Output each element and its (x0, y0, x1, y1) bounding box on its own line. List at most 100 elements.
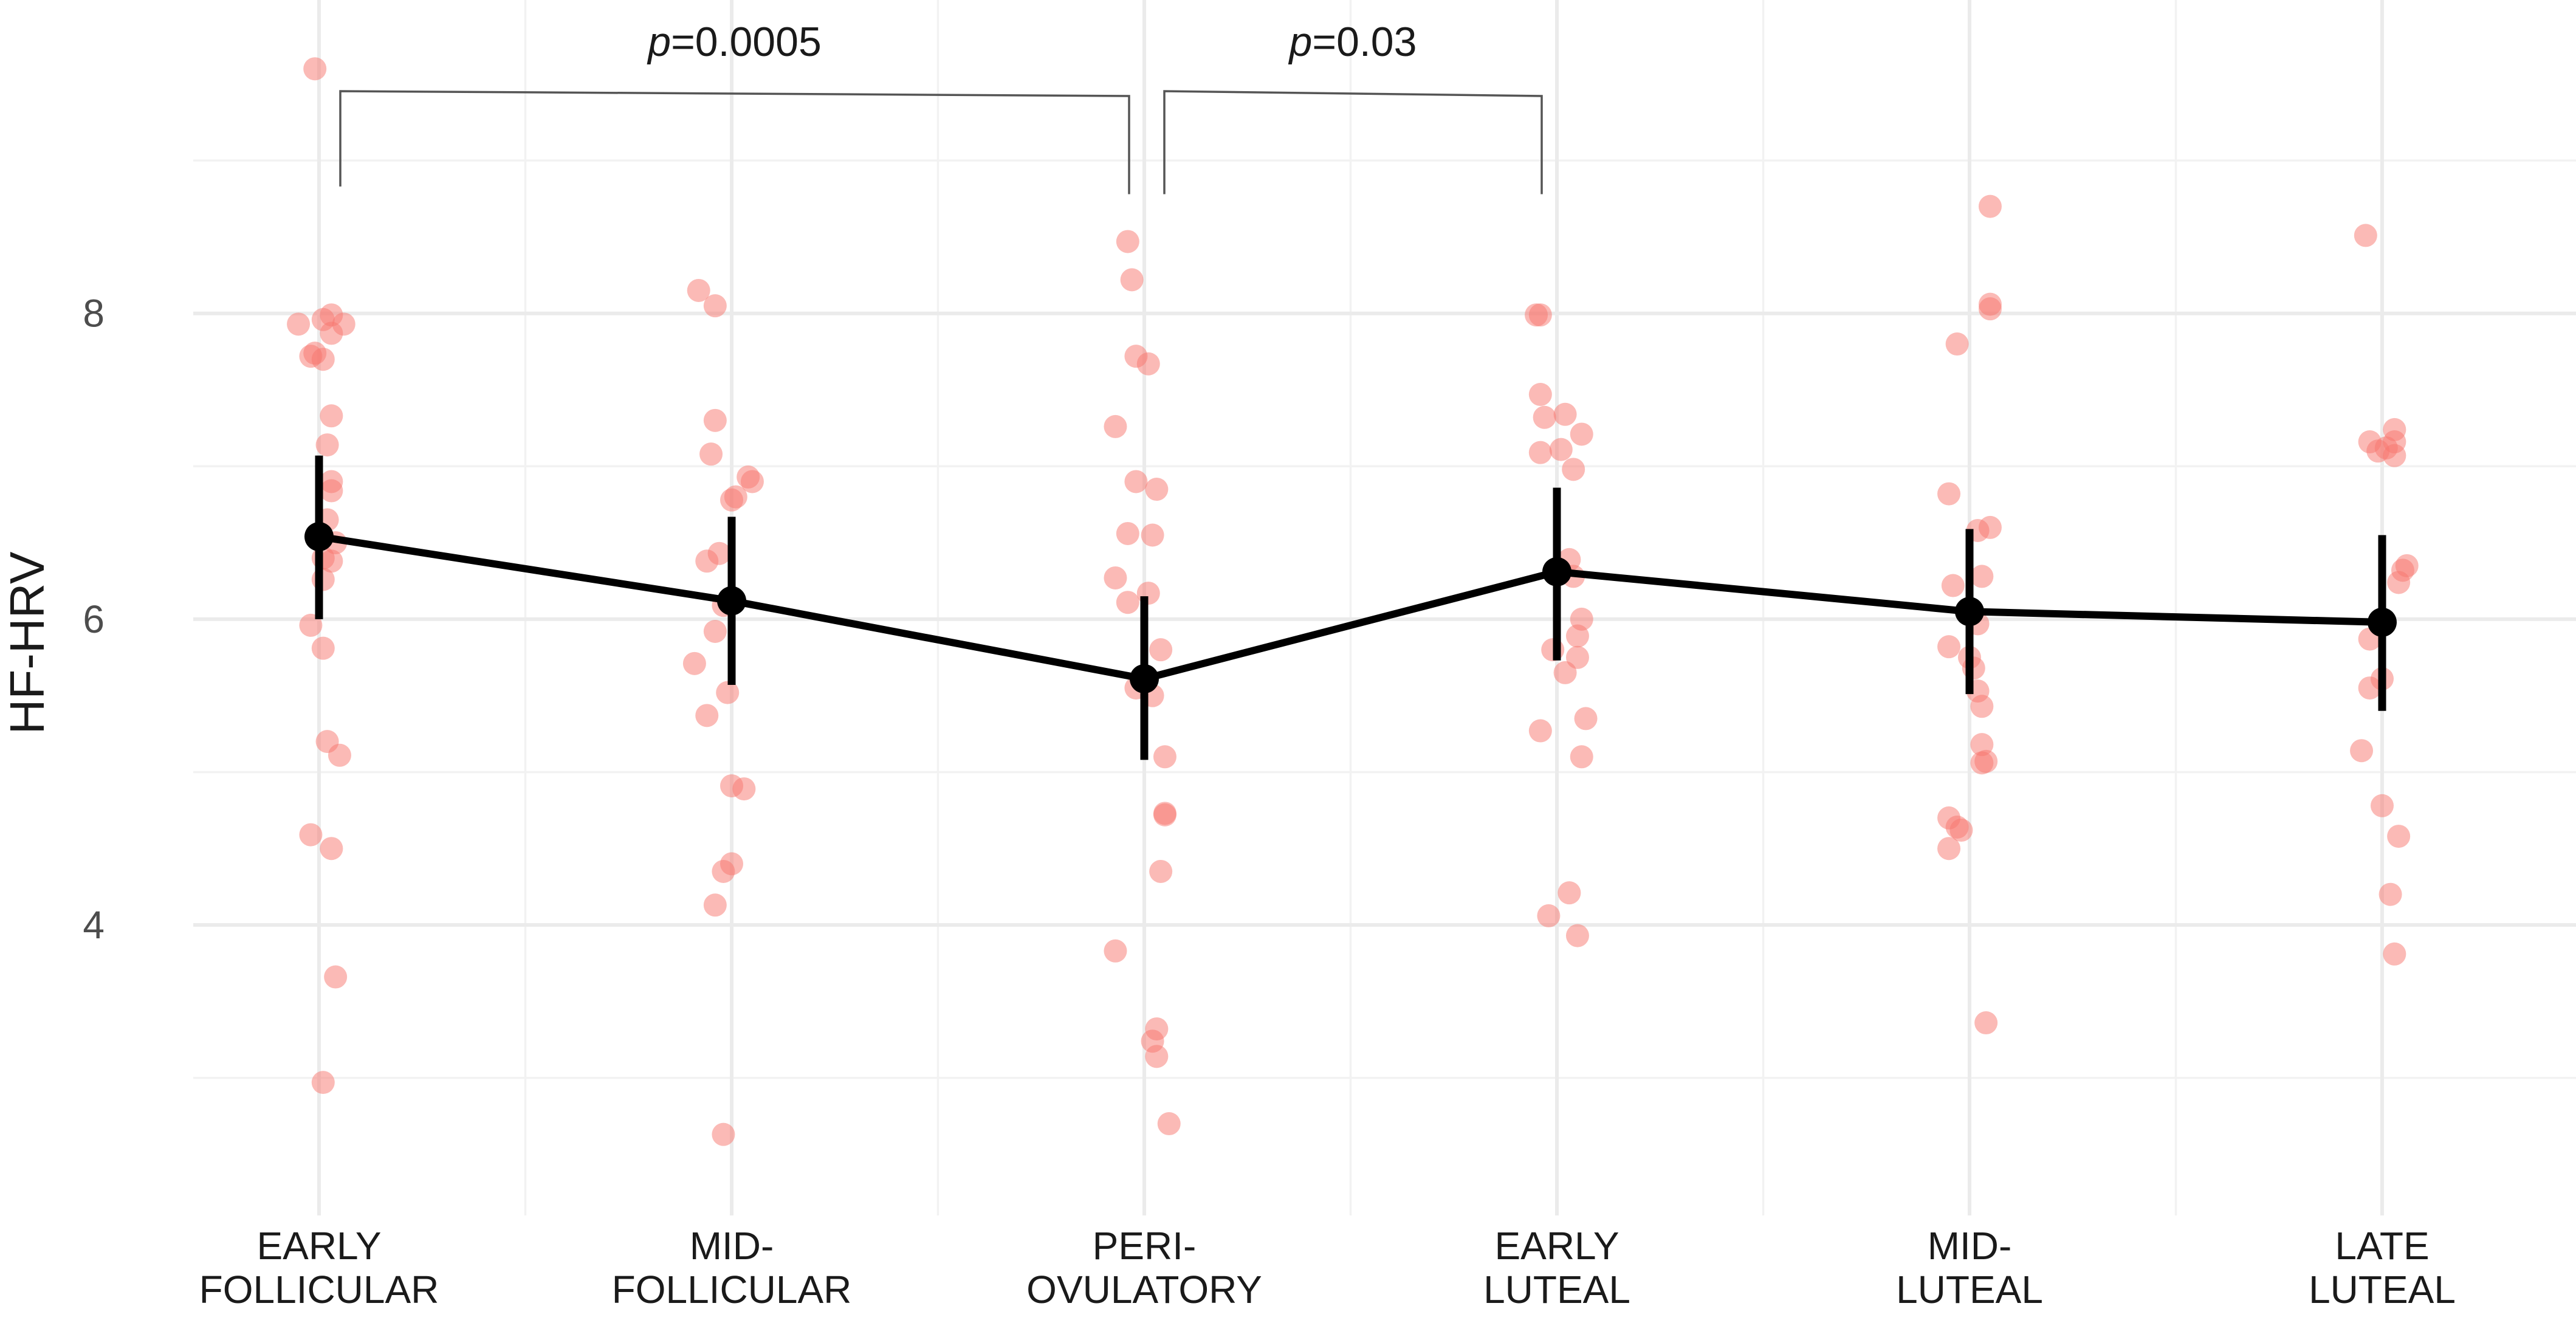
data-point (682, 651, 706, 675)
data-point (320, 549, 343, 573)
mean-point (1955, 597, 1984, 627)
data-point (320, 479, 343, 503)
data-point (1136, 582, 1160, 605)
data-point (1153, 803, 1176, 826)
y-tick-label: 8 (83, 292, 105, 335)
data-point (1549, 438, 1573, 461)
data-point (732, 777, 756, 801)
minor-x-gridlines (524, 0, 2177, 1215)
p-symbol: p (647, 19, 671, 65)
x-tick-label-line: EARLY (1494, 1224, 1619, 1268)
data-point (716, 681, 740, 704)
x-tick-label-line: EARLY (256, 1224, 381, 1268)
data-point (1978, 194, 2002, 218)
data-point (740, 470, 764, 493)
data-point (712, 859, 735, 883)
data-point (712, 1122, 735, 1146)
data-point (1978, 515, 2002, 539)
data-point (311, 636, 335, 660)
x-tick-label-line: OVULATORY (1026, 1268, 1262, 1311)
data-point (1145, 1045, 1169, 1068)
significance-bracket (339, 90, 1130, 194)
y-axis-title: HF-HRV (0, 551, 54, 734)
significance-annotations: p=0.0005 p=0.03 (339, 19, 1543, 194)
x-tick-labels: EARLYFOLLICULARMID-FOLLICULARPERI-OVULAT… (199, 1224, 2456, 1311)
data-point (1945, 332, 1969, 356)
data-point (1528, 441, 1552, 464)
data-point (703, 893, 727, 917)
data-point (311, 568, 335, 591)
data-point (1558, 881, 1581, 905)
data-point (299, 823, 323, 847)
mean-point (304, 522, 334, 552)
data-point (1562, 458, 1585, 481)
data-point (2354, 224, 2377, 247)
p-value: =0.0005 (671, 19, 822, 65)
data-point (1528, 383, 1552, 407)
data-point (1104, 939, 1127, 963)
data-point (1570, 745, 1593, 769)
x-tick-label-line: FOLLICULAR (612, 1268, 852, 1311)
p-value-label: p=0.03 (1288, 19, 1417, 65)
y-tick-label: 6 (83, 597, 105, 641)
data-point (703, 408, 727, 432)
data-point (687, 278, 710, 302)
data-point (1565, 924, 1589, 947)
p-value-label: p=0.0005 (647, 19, 822, 65)
jitter-points (287, 57, 2419, 1146)
data-point (695, 549, 719, 573)
data-point (2371, 794, 2394, 817)
data-point (1153, 745, 1176, 769)
p-value: =0.03 (1312, 19, 1417, 65)
data-point (1937, 635, 1961, 659)
mean-point (1130, 664, 1159, 693)
data-point (1149, 638, 1173, 662)
data-point (1145, 478, 1169, 501)
data-point (695, 704, 719, 727)
data-point (2387, 571, 2411, 594)
mean-point (1542, 557, 1571, 586)
data-point (1104, 414, 1127, 438)
data-point (299, 613, 323, 637)
data-point (2350, 739, 2374, 763)
data-point (703, 619, 727, 643)
data-point (328, 743, 351, 767)
data-point (287, 312, 311, 336)
data-point (320, 837, 343, 861)
data-point (1570, 422, 1593, 446)
data-point (1970, 695, 1994, 718)
data-point (1528, 303, 1552, 327)
data-point (1565, 645, 1589, 669)
data-point (1124, 470, 1148, 493)
data-point (1970, 565, 1994, 588)
x-tick-label-line: LUTEAL (2309, 1268, 2456, 1311)
data-point (1116, 230, 1139, 253)
x-tick-label-line: LUTEAL (1483, 1268, 1630, 1311)
y-tick-labels: 4 6 8 (83, 292, 105, 947)
data-point (1978, 292, 2002, 316)
mean-line (318, 533, 2383, 682)
data-point (703, 294, 727, 318)
data-point (1574, 707, 1598, 730)
data-point (315, 433, 339, 457)
minor-y-gridlines (193, 159, 2576, 1079)
data-point (2387, 825, 2411, 848)
data-point (1141, 523, 1164, 547)
data-point (320, 404, 343, 428)
data-point (303, 57, 327, 81)
data-point (699, 442, 723, 466)
data-point (1553, 402, 1577, 426)
data-point (1120, 268, 1144, 292)
data-point (1962, 656, 1985, 680)
data-point (1533, 405, 1556, 429)
data-point (1528, 719, 1552, 743)
significance-bracket (1163, 90, 1543, 194)
data-point (1537, 904, 1561, 927)
data-point (1149, 859, 1173, 883)
data-point (1974, 1011, 1998, 1035)
x-tick-label-line: LUTEAL (1896, 1268, 2043, 1311)
data-point (1937, 482, 1961, 506)
p-symbol: p (1288, 19, 1313, 65)
data-point (2383, 444, 2406, 467)
